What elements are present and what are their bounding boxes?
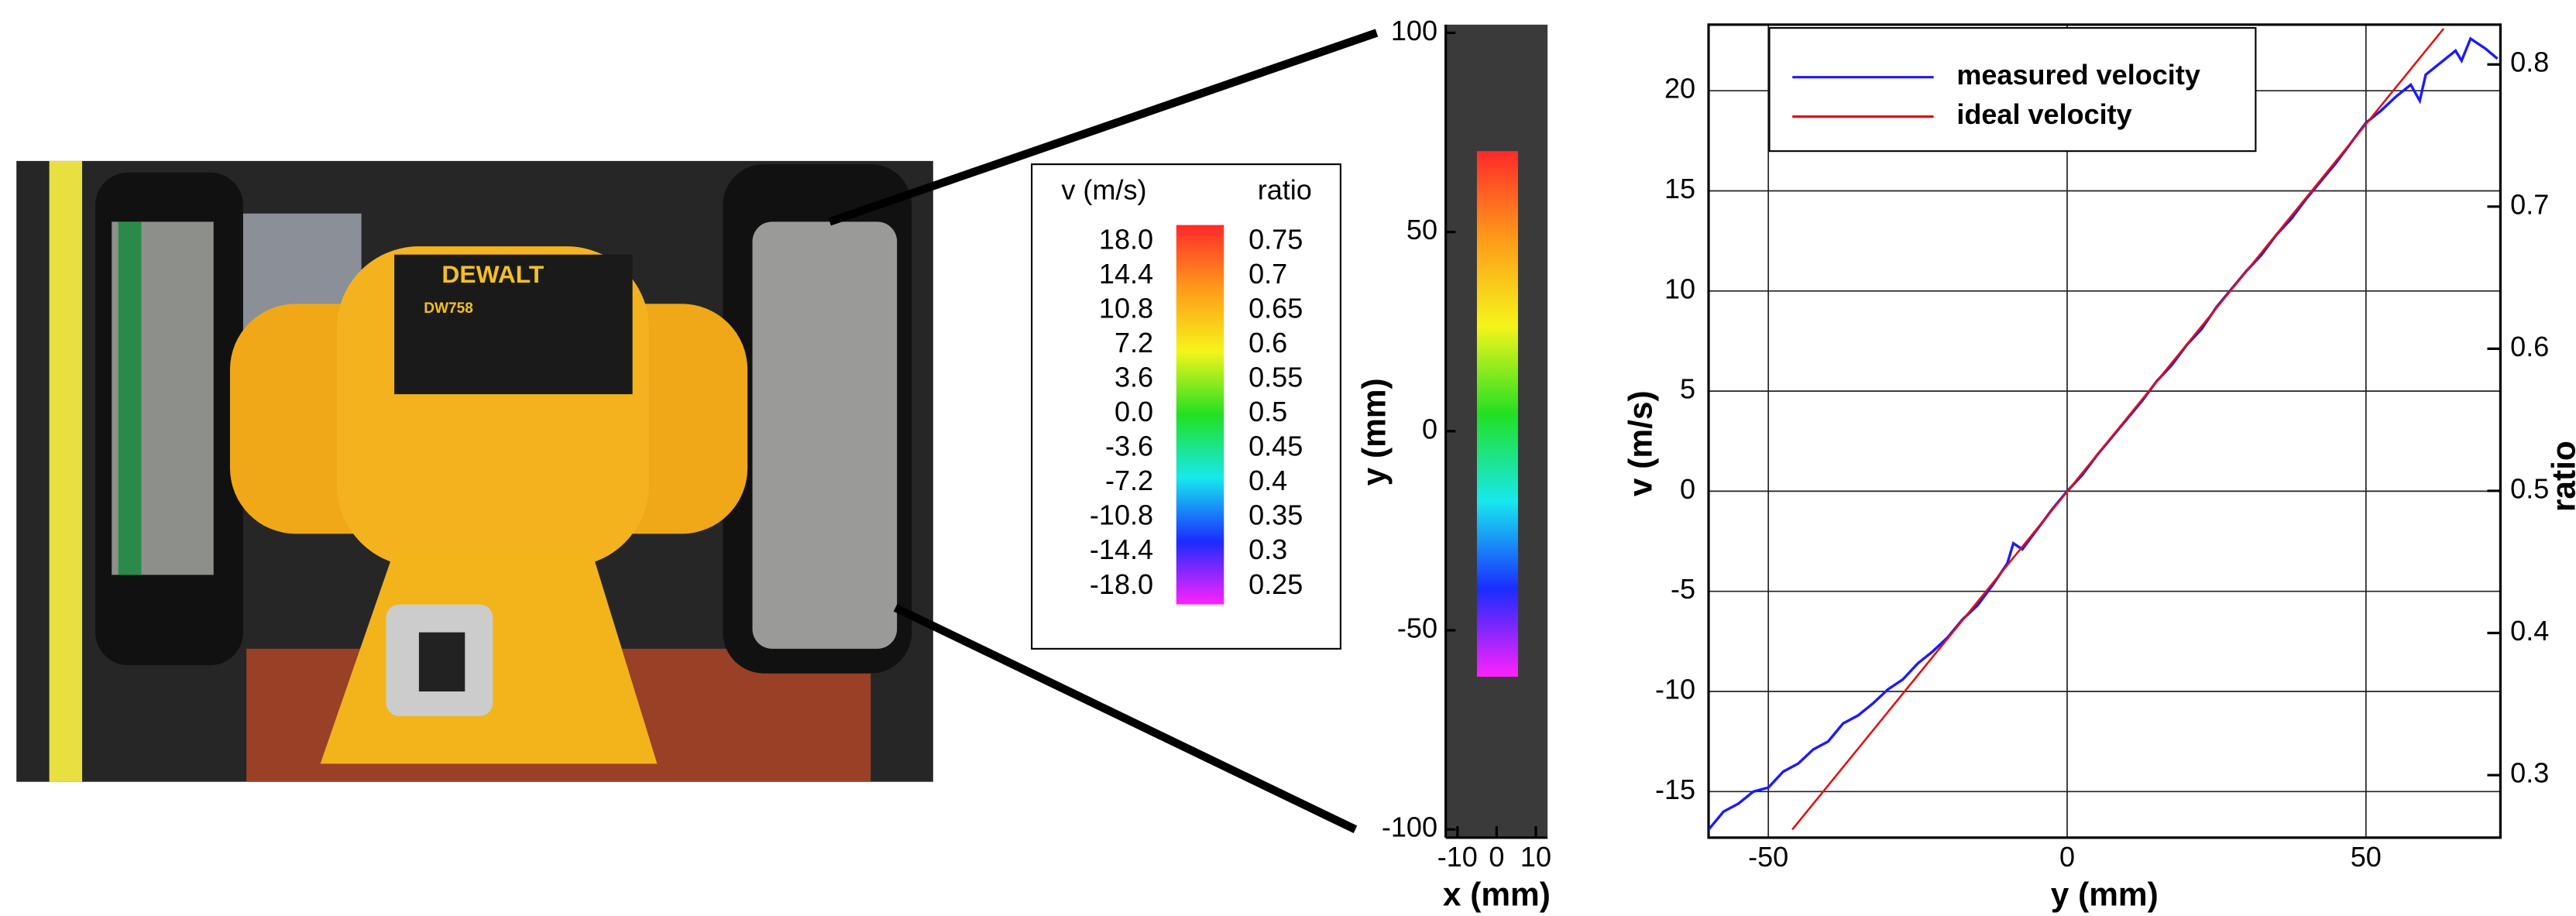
x-tick-label: 10 [1520, 841, 1551, 873]
y-tick-label: 0 [1422, 413, 1437, 444]
y2-tick-label: 0.4 [2510, 615, 2549, 647]
x-tick-label: 50 [2351, 841, 2382, 873]
y2-tick-label: 0.8 [2510, 46, 2549, 78]
plot-area [1709, 28, 2499, 831]
colorbar-ratio-label: 0.65 [1249, 292, 1303, 324]
colorbar-ratio-label: 0.3 [1249, 533, 1287, 565]
x-tick-label: -50 [1748, 841, 1788, 873]
y-tick-label: -15 [1655, 774, 1695, 805]
colorbar-label: -7.2 [1105, 465, 1153, 496]
colorbar [1176, 225, 1224, 605]
x-tick-label: 0 [2059, 841, 2075, 873]
y-tick-label: 100 [1391, 15, 1437, 46]
plot-frame [1707, 23, 2502, 839]
y-axis-label: v (m/s) [1622, 390, 1658, 496]
y-tick-label: 5 [1680, 373, 1695, 405]
colorbar-label: -3.6 [1105, 431, 1153, 462]
y-tick-label: -10 [1655, 674, 1695, 705]
colorbar-ratio-label: 0.45 [1249, 431, 1303, 462]
leader-line [893, 604, 1358, 833]
legend-box [1768, 27, 2257, 153]
y-tick-label: -50 [1397, 612, 1437, 644]
y-tick-label: 10 [1664, 273, 1695, 304]
y-axis-label: y (mm) [1356, 378, 1393, 485]
photo-stripe [118, 221, 142, 575]
leader-line [828, 29, 1379, 226]
colorbar-ratio-label: 0.6 [1249, 327, 1287, 359]
photo-switch-button [418, 632, 465, 692]
colorbar-label: 7.2 [1115, 327, 1153, 359]
y-tick-label: 20 [1664, 73, 1695, 105]
y-tick-label: 50 [1406, 214, 1437, 245]
colorbar-ratio-label: 0.5 [1249, 396, 1287, 427]
y-tick-label: 0 [1680, 473, 1695, 505]
velocity-field [1476, 151, 1518, 677]
x-tick-label: -10 [1437, 841, 1478, 873]
colorbar-label: 0.0 [1115, 396, 1153, 427]
photo-wheel [752, 221, 898, 649]
photo-tape [49, 160, 83, 782]
series-line [1791, 28, 2445, 831]
colorbar-ratio-label: 0.25 [1249, 568, 1303, 600]
y2-axis-label: ratio [2545, 441, 2576, 512]
y2-tick-label: 0.7 [2510, 188, 2549, 220]
y2-tick-label: 0.5 [2510, 472, 2549, 504]
colorbar-label: -10.8 [1090, 499, 1153, 531]
y2-tick-label: 0.6 [2510, 331, 2549, 362]
legend-label: measured velocity [1956, 59, 2200, 91]
x-tick-label: 0 [1489, 841, 1504, 873]
colorbar-ratio-label: 0.75 [1249, 223, 1303, 255]
x-axis-label: x (mm) [1443, 876, 1551, 912]
series-line [1709, 36, 2499, 831]
legend-label: ideal velocity [1956, 98, 2131, 130]
colorbar-ratio-label: 0.55 [1249, 362, 1303, 393]
colorbar-label: 3.6 [1115, 362, 1153, 393]
colorbar-ratio-label: 0.35 [1249, 499, 1303, 531]
colorbar-label: 18.0 [1099, 223, 1153, 255]
colorbar-ratio-title: ratio [1258, 174, 1312, 206]
y2-tick-label: 0.3 [2510, 757, 2549, 789]
y-tick-label: -5 [1671, 573, 1695, 605]
colorbar-label: 14.4 [1099, 258, 1153, 290]
photo-label-plate [394, 254, 633, 395]
x-axis-label: y (mm) [2051, 876, 2159, 912]
y-tick-label: 15 [1664, 173, 1695, 204]
photo: DEWALT DW758 [16, 160, 933, 782]
photo-model: DW758 [424, 300, 473, 317]
colorbar-ratio-label: 0.4 [1249, 465, 1287, 496]
photo-brand: DEWALT [441, 260, 544, 288]
colorbar-label: -14.4 [1090, 533, 1153, 565]
colorbar-label: -18.0 [1090, 568, 1153, 600]
y-tick-label: -100 [1382, 811, 1437, 843]
colorbar-ratio-label: 0.7 [1249, 258, 1287, 290]
colorbar-label: 10.8 [1099, 292, 1153, 324]
colorbar-title: v (m/s) [1061, 174, 1146, 206]
